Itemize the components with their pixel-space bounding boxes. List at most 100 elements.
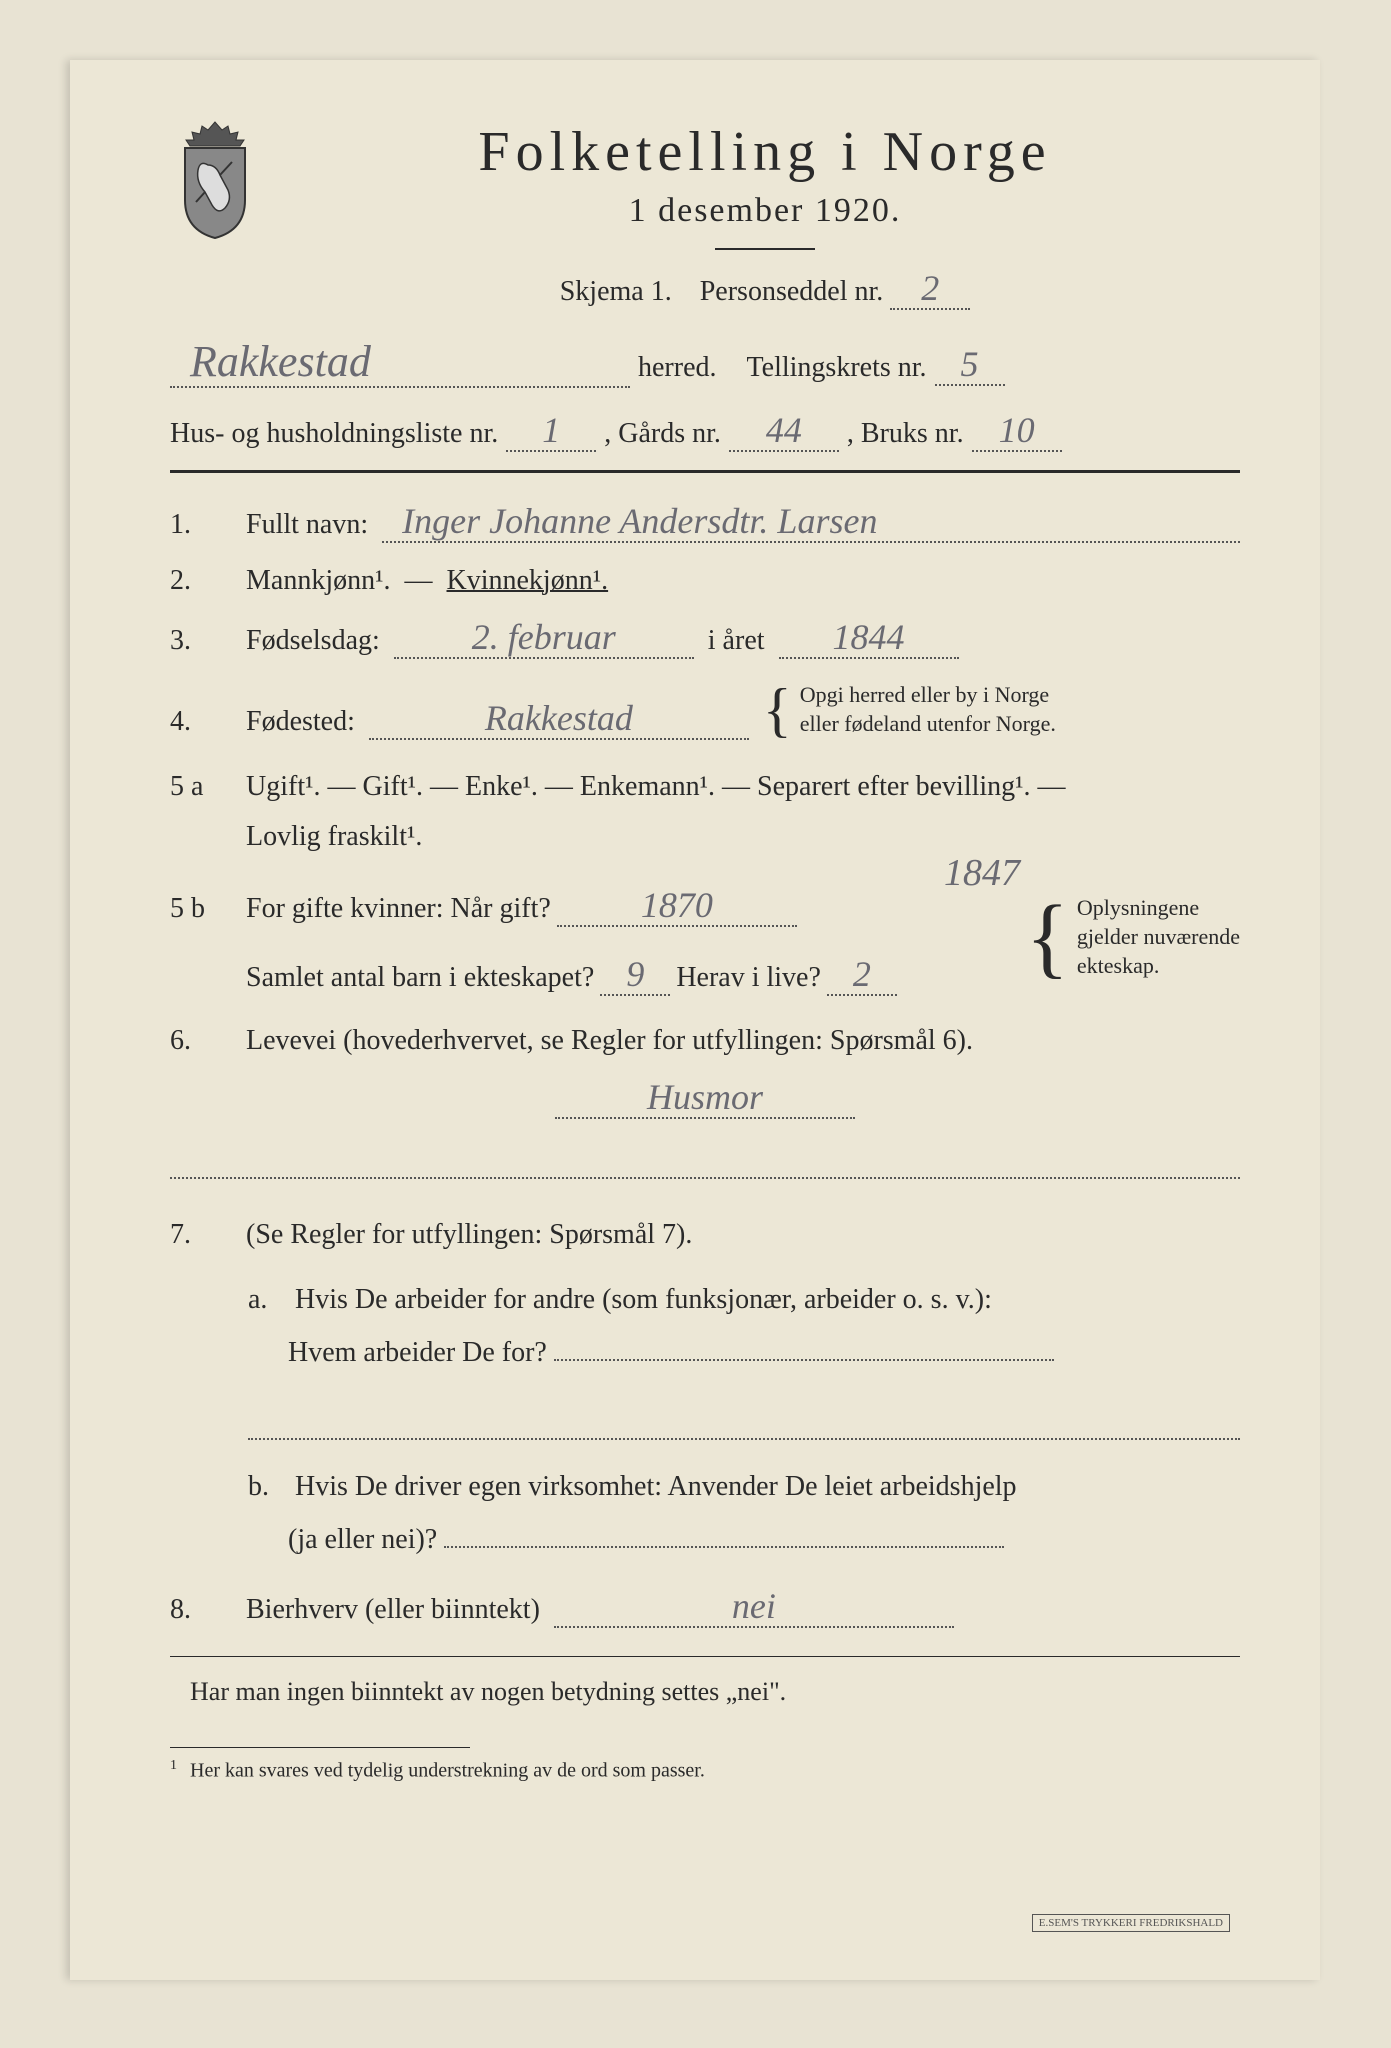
q7b-blank bbox=[444, 1544, 1004, 1548]
q4: 4. Fødested: Rakkestad { Opgi herred ell… bbox=[170, 681, 1240, 740]
title-divider bbox=[715, 248, 815, 250]
q5a: 5 a Ugift¹. — Gift¹. — Enke¹. — Enkemann… bbox=[170, 762, 1240, 863]
bruks-nr: 10 bbox=[972, 412, 1062, 452]
q5a-body: Ugift¹. — Gift¹. — Enke¹. — Enkemann¹. —… bbox=[246, 762, 1240, 863]
husliste-label: Hus- og husholdningsliste nr. bbox=[170, 418, 498, 450]
main-title: Folketelling i Norge bbox=[290, 120, 1240, 184]
q3: 3. Fødselsdag: 2. februar i året 1844 bbox=[170, 619, 1240, 659]
q5a-opts: Ugift¹. — Gift¹. — Enke¹. — Enkemann¹. —… bbox=[246, 771, 1066, 802]
q4-note-group: { Opgi herred eller by i Norge eller fød… bbox=[763, 681, 1056, 738]
q7a-blank bbox=[554, 1357, 1054, 1361]
footnote: 1 Her kan svares ved tydelig understrekn… bbox=[170, 1758, 1240, 1783]
q7b-text2: (ja eller nei)? bbox=[288, 1524, 437, 1555]
q2: 2. Mannkjønn¹. — Kvinnekjønn¹. bbox=[170, 565, 1240, 597]
q3-num: 3. bbox=[170, 625, 232, 657]
q6-value: Husmor bbox=[555, 1079, 855, 1119]
q5a-num: 5 a bbox=[170, 771, 232, 803]
q5b: 5 b For gifte kvinner: Når gift? 1870 { … bbox=[170, 884, 1240, 1003]
gards-label: , Gårds nr. bbox=[604, 418, 721, 450]
q1-label: Fullt navn: bbox=[246, 509, 368, 541]
q6-answer-line: Husmor bbox=[170, 1079, 1240, 1119]
q8-num: 8. bbox=[170, 1594, 232, 1626]
q1-value: Inger Johanne Andersdtr. Larsen bbox=[382, 503, 1240, 543]
q4-num: 4. bbox=[170, 706, 232, 738]
husliste-nr: 1 bbox=[506, 412, 596, 452]
q5b-l1-label: For gifte kvinner: Når gift? bbox=[246, 884, 551, 934]
q4-note: Opgi herred eller by i Norge eller fødel… bbox=[800, 681, 1056, 738]
q7a-text2: Hvem arbeider De for? bbox=[288, 1337, 547, 1368]
q3-label: Fødselsdag: bbox=[246, 625, 380, 657]
section-divider bbox=[170, 470, 1240, 473]
brace-icon: { bbox=[763, 695, 792, 725]
herred-suffix: herred. bbox=[638, 352, 717, 384]
personseddel-nr: 2 bbox=[890, 270, 970, 310]
q4-note-l2: eller fødeland utenfor Norge. bbox=[800, 711, 1056, 736]
q3-day: 2. februar bbox=[394, 619, 694, 659]
skjema-line: Skjema 1. Personseddel nr. 2 bbox=[290, 270, 1240, 310]
gards-nr: 44 bbox=[729, 412, 839, 452]
q5a-opts2: Lovlig fraskilt¹. bbox=[246, 821, 422, 852]
footnote-marker: 1 bbox=[170, 1758, 177, 1773]
q6: 6. Levevei (hovederhvervet, se Regler fo… bbox=[170, 1025, 1240, 1057]
q8-value: nei bbox=[554, 1588, 954, 1628]
q7a-text1: Hvis De arbeider for andre (som funksjon… bbox=[295, 1284, 992, 1315]
q7b: b. Hvis De driver egen virksomhet: Anven… bbox=[248, 1460, 1240, 1566]
skjema-label: Skjema 1. bbox=[560, 276, 672, 307]
q7a-label: a. bbox=[248, 1273, 288, 1326]
q7b-label: b. bbox=[248, 1460, 288, 1513]
q5b-note-l1: Oplysningene bbox=[1077, 895, 1199, 920]
q5b-l2-mid: Herav i live? bbox=[676, 953, 821, 1003]
q5b-l2-value2: 2 bbox=[827, 956, 897, 996]
q7-num: 7. bbox=[170, 1219, 232, 1251]
q8: 8. Bierhverv (eller biinntekt) nei bbox=[170, 1588, 1240, 1628]
q5b-l1-value: 1870 bbox=[557, 887, 797, 927]
q7: 7. (Se Regler for utfyllingen: Spørsmål … bbox=[170, 1219, 1240, 1251]
q2-mann: Mannkjønn¹. bbox=[246, 565, 391, 597]
coat-of-arms-icon bbox=[170, 120, 260, 240]
q7a: a. Hvis De arbeider for andre (som funks… bbox=[248, 1273, 1240, 1379]
q5b-note: Oplysningene gjelder nuværende ekteskap. bbox=[1077, 894, 1240, 980]
q5b-num: 5 b bbox=[170, 893, 232, 925]
q5b-l2-value: 9 bbox=[600, 956, 670, 996]
q6-num: 6. bbox=[170, 1025, 232, 1057]
printer-mark: E.SEM'S TRYKKERI FREDRIKSHALD bbox=[1032, 1914, 1230, 1932]
q5b-note-l2: gjelder nuværende bbox=[1077, 924, 1240, 949]
q5b-l2-label: Samlet antal barn i ekteskapet? bbox=[246, 953, 594, 1003]
herred-name: Rakkestad bbox=[170, 340, 630, 388]
list-line: Hus- og husholdningsliste nr. 1 , Gårds … bbox=[170, 412, 1240, 452]
q8-label: Bierhverv (eller biinntekt) bbox=[246, 1594, 540, 1626]
q7-label: (Se Regler for utfyllingen: Spørsmål 7). bbox=[246, 1219, 692, 1251]
q3-year: 1844 bbox=[779, 619, 959, 659]
q1: 1. Fullt navn: Inger Johanne Andersdtr. … bbox=[170, 503, 1240, 543]
header: Folketelling i Norge 1 desember 1920. Sk… bbox=[170, 120, 1240, 320]
personseddel-label: Personseddel nr. bbox=[700, 276, 884, 307]
bruks-label: , Bruks nr. bbox=[847, 418, 964, 450]
q5b-body: For gifte kvinner: Når gift? 1870 { Oply… bbox=[246, 884, 1240, 1003]
q5b-annotation: 1847 bbox=[944, 854, 1020, 892]
q2-dash: — bbox=[405, 565, 433, 597]
q4-label: Fødested: bbox=[246, 706, 355, 738]
q6-label: Levevei (hovederhvervet, se Regler for u… bbox=[246, 1025, 973, 1057]
q5b-note-l3: ekteskap. bbox=[1077, 953, 1159, 978]
tellingskrets-nr: 5 bbox=[935, 346, 1005, 386]
tellingskrets-label: Tellingskrets nr. bbox=[747, 352, 927, 384]
q4-note-l1: Opgi herred eller by i Norge bbox=[800, 682, 1049, 707]
q6-blank-line bbox=[170, 1149, 1240, 1179]
brace-icon: { bbox=[1026, 915, 1069, 960]
subtitle-date: 1 desember 1920. bbox=[290, 192, 1240, 230]
herred-line: Rakkestad herred. Tellingskrets nr. 5 bbox=[170, 340, 1240, 388]
q7b-text1: Hvis De driver egen virksomhet: Anvender… bbox=[295, 1471, 1017, 1502]
q5b-note-group: { Oplysningene gjelder nuværende ekteska… bbox=[1026, 894, 1240, 980]
census-form-page: Folketelling i Norge 1 desember 1920. Sk… bbox=[70, 60, 1320, 1980]
q1-num: 1. bbox=[170, 509, 232, 541]
closing-text: Har man ingen biinntekt av nogen betydni… bbox=[190, 1677, 1240, 1707]
q2-num: 2. bbox=[170, 565, 232, 597]
q3-mid: i året bbox=[708, 625, 765, 657]
q2-kvinne: Kvinnekjønn¹. bbox=[447, 565, 609, 597]
footnote-text: Her kan svares ved tydelig understreknin… bbox=[190, 1760, 705, 1782]
q7a-blank-line bbox=[248, 1410, 1240, 1440]
closing-divider bbox=[170, 1656, 1240, 1657]
title-block: Folketelling i Norge 1 desember 1920. Sk… bbox=[290, 120, 1240, 320]
footnote-rule bbox=[170, 1747, 470, 1748]
q4-value: Rakkestad bbox=[369, 700, 749, 740]
